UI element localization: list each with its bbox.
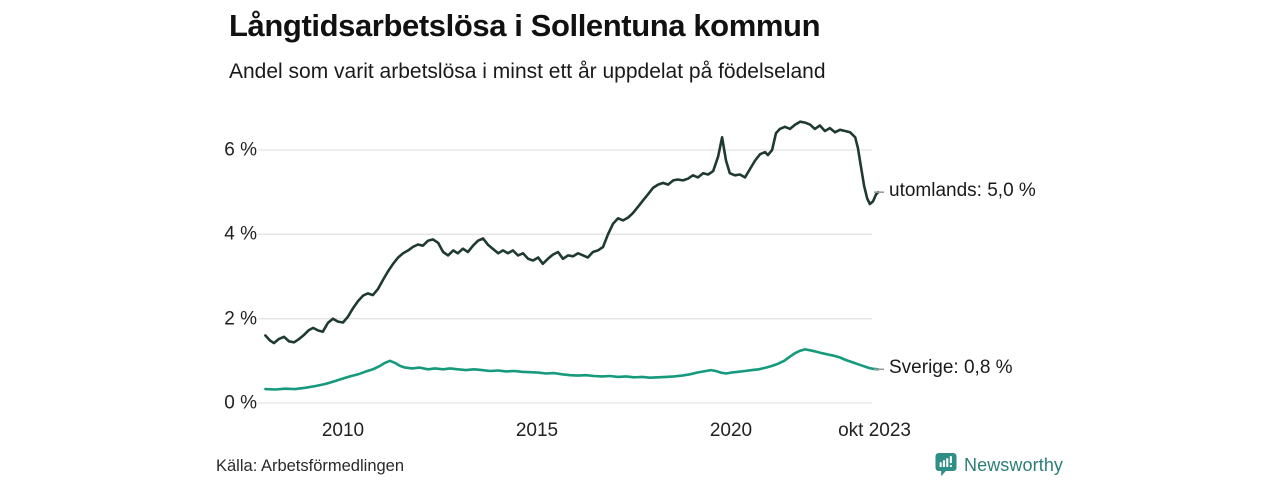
y-axis-tick-4: 4 % [224, 223, 257, 245]
source-note: Källa: Arbetsförmedlingen [216, 457, 405, 475]
y-axis-tick-0: 0 % [224, 392, 257, 414]
x-axis-tick-2015: 2015 [515, 420, 559, 441]
newsworthy-chart-bubble-icon [935, 452, 957, 479]
x-axis-tick-2020: 2020 [709, 420, 753, 441]
x-axis-tick-2010: 2010 [321, 420, 365, 441]
series-label-sverige: Sverige: 0,8 % [889, 357, 1013, 379]
page-subtitle: Andel som varit arbetslösa i minst ett å… [229, 60, 826, 83]
page-title: Långtidsarbetslösa i Sollentuna kommun [229, 8, 821, 43]
newsworthy-brand-link[interactable]: Newsworthy [935, 452, 1063, 479]
y-axis-tick-2: 2 % [224, 308, 257, 330]
series-label-utomlands: utomlands: 5,0 % [889, 180, 1036, 202]
x-axis-tick-okt-2023: okt 2023 [838, 420, 911, 441]
y-axis-tick-6: 6 % [224, 139, 257, 161]
newsworthy-brand-label: Newsworthy [964, 455, 1064, 475]
